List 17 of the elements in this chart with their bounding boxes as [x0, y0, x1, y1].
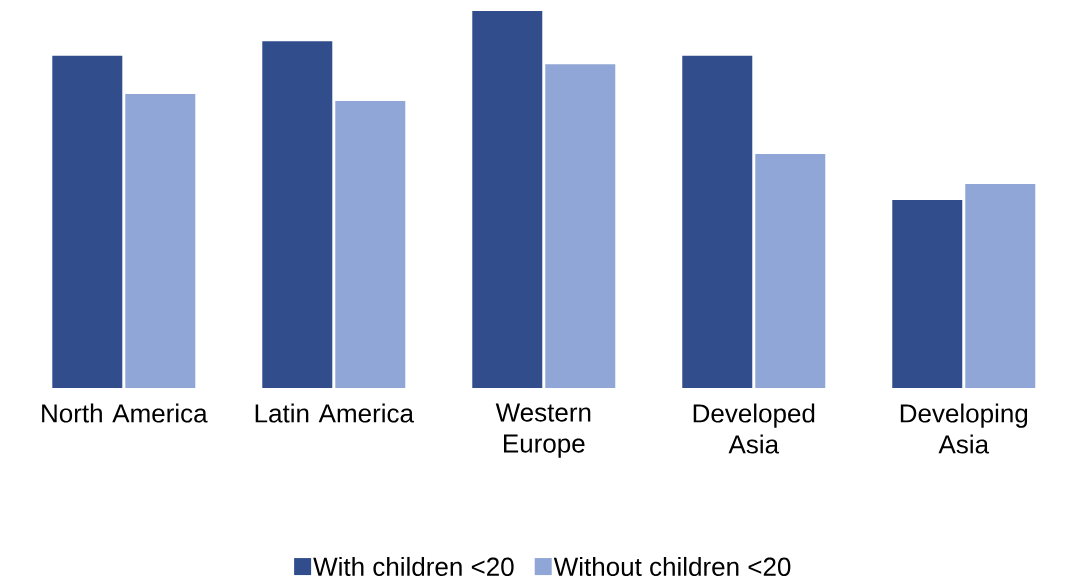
x-tick-label: Developed Asia [693, 403, 815, 454]
bar [472, 11, 543, 388]
x-tick-label: Latin America [255, 403, 414, 423]
x-tick-label: Western Europe [495, 403, 591, 458]
legend-label: With children <20 [313, 556, 514, 576]
bar [545, 64, 616, 388]
bar [262, 41, 333, 388]
bar [52, 55, 123, 388]
x-tick-label: Developing Asia [900, 403, 1028, 454]
bar [965, 184, 1036, 388]
bar [755, 153, 826, 388]
bar [892, 199, 963, 388]
x-tick-label: North America [42, 403, 208, 423]
bar [335, 101, 406, 388]
legend-label: Without children <20 [553, 556, 791, 576]
bar [125, 93, 196, 388]
bar [682, 55, 753, 388]
